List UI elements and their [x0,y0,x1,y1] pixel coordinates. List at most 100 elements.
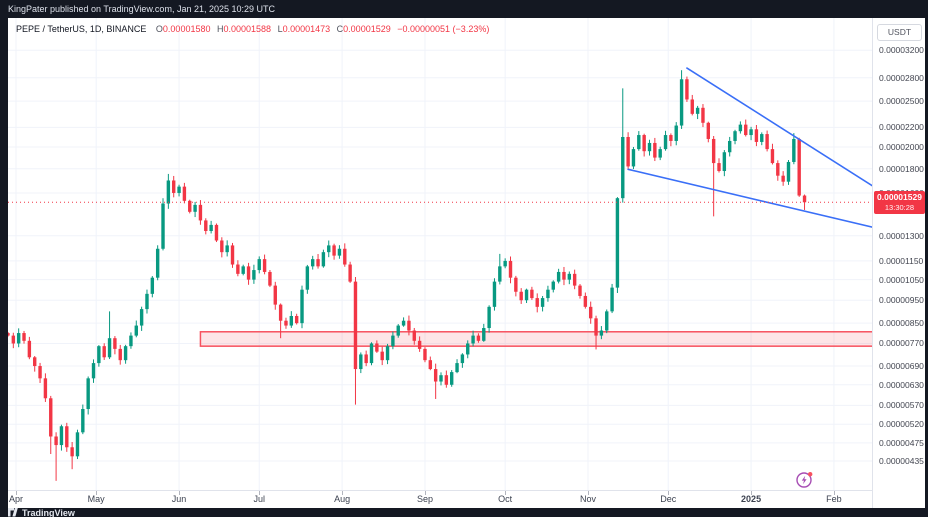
bottom-bar: TradingView [0,508,928,517]
candle [407,320,411,331]
price-tick-label: 0.00000850 [879,318,924,329]
candle [107,338,112,358]
candle [476,335,481,341]
candle [444,375,449,385]
candle [706,122,711,139]
candle [572,273,577,286]
time-axis[interactable]: Apr May Jun Jul Aug Sep Oct Nov Dec 2025 Feb [8,490,872,508]
candle [754,129,759,142]
time-tick-label: Jun [171,494,187,504]
price-chart-canvas[interactable] [8,18,872,490]
candle [75,432,80,457]
price-axis[interactable]: USDT 0.00001529 13:30:28 0.00003200 0.000… [872,18,925,508]
candle [727,140,732,153]
time-tick [259,491,261,495]
time-tick [668,491,670,495]
price-tick-label: 0.00000690 [879,361,924,372]
candle [535,298,539,307]
candle [49,398,53,437]
last-price-value: 0.00001529 [877,192,922,202]
candle [615,198,620,288]
candle [663,135,668,150]
right-frame-strip [925,18,928,508]
candle [776,163,780,176]
candle [268,271,272,286]
candle [631,149,636,167]
candle [519,291,523,301]
candle [658,149,662,158]
time-tick-label: Sep [416,494,433,504]
candle [433,369,438,382]
candle [236,264,240,274]
candle [583,295,588,307]
candle [198,204,203,221]
candle [690,99,694,114]
time-tick-label: 2025 [741,494,762,504]
time-tick [833,491,835,495]
candle [733,131,737,141]
high-value: 0.00001588 [223,24,272,34]
candle [380,351,384,361]
price-tick-label: 0.00001300 [879,230,924,241]
candle [610,287,614,312]
candle [695,107,700,114]
candle [679,79,684,126]
candle [294,315,299,324]
candle [353,281,358,370]
trendlines-layer [627,67,872,228]
candle [524,289,529,301]
candle [16,333,21,344]
candle [86,378,90,410]
gridlines-layer [8,18,872,490]
price-tick-label: 0.00002800 [879,72,924,83]
candle [396,325,400,336]
time-tick [751,491,753,495]
time-tick [342,491,344,495]
candle [343,248,347,265]
candle [139,309,144,326]
candle [460,354,465,364]
candle [289,315,294,326]
candle [551,281,555,290]
candle [273,285,277,305]
candle [155,248,160,278]
candle [482,328,486,341]
candle [311,259,315,267]
candle [749,129,753,136]
candle [487,306,491,329]
candle [65,426,69,448]
candle [321,252,326,267]
lightning-icon [796,472,813,488]
candle [546,289,550,299]
candle [230,245,235,265]
candle [278,304,283,321]
symbol-legend: PEPE / TetherUS, 1D, BINANCE O0.00001580… [16,24,489,34]
candle [193,204,197,212]
candle [177,186,181,193]
candle [599,330,604,336]
candle [701,107,705,123]
candle [760,134,764,142]
open-label: O [155,24,163,34]
candle [647,142,652,152]
time-tick [505,491,507,495]
candle [284,320,288,326]
boost-lightning-button[interactable] [794,468,816,490]
candle [417,340,422,349]
tradingview-logo[interactable]: TradingView [8,508,75,517]
time-tick [424,491,426,495]
candle [578,285,582,296]
time-tick [16,491,17,495]
candle [428,360,433,370]
currency-unit-button[interactable]: USDT [877,24,922,41]
candle [332,245,336,256]
time-tick-label: May [87,494,105,504]
candle [252,270,256,280]
last-price-badge: 0.00001529 13:30:28 [874,191,925,214]
candle [498,266,502,282]
candle [492,281,497,307]
symbol-title[interactable]: PEPE / TetherUS, 1D, BINANCE [16,24,147,34]
candle [637,135,641,150]
time-tick-label: Nov [580,494,597,504]
